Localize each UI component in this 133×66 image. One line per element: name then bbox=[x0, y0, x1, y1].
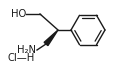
Polygon shape bbox=[44, 30, 58, 46]
Text: Cl—H: Cl—H bbox=[8, 53, 35, 63]
Text: HO: HO bbox=[11, 9, 26, 19]
Text: H₂N: H₂N bbox=[17, 45, 36, 55]
